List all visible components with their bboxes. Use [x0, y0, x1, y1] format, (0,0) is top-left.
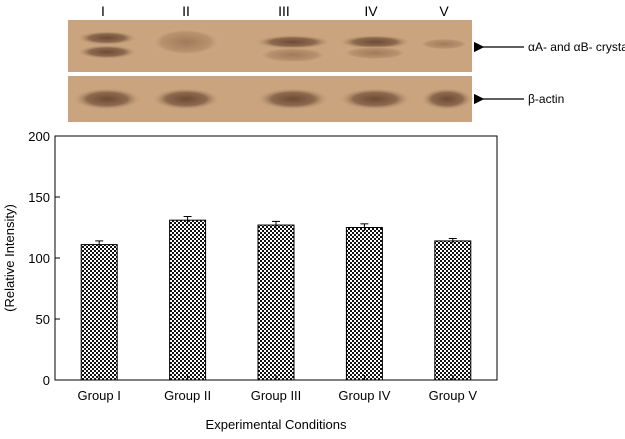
x-tick-label: Group I: [78, 388, 121, 403]
crystallin-band-lane-5: [418, 38, 470, 50]
x-tick-label: Group III: [251, 388, 302, 403]
crystallin-band-lane-2: [150, 28, 222, 56]
x-tick-label: Group IV: [338, 388, 390, 403]
x-axis-ticks: Group I Group II Group III Group IV Group V: [78, 375, 478, 403]
y-tick-label: 200: [28, 129, 50, 144]
y-tick-label: 50: [36, 312, 50, 327]
bar-2: [169, 219, 207, 381]
x-tick-label: Group II: [164, 388, 211, 403]
y-axis-title: (Relative Intensity): [2, 204, 17, 312]
y-axis-ticks: 0 50 100 150 200: [28, 129, 60, 388]
y-tick-label: 150: [28, 190, 50, 205]
lane-label-5: V: [439, 3, 449, 19]
crystallin-band-label: αA- and αB- crystallin: [528, 40, 625, 54]
crystallin-band-lane-4-upper: [339, 35, 411, 49]
lane-label-2: II: [182, 3, 190, 19]
crystallin-blot-panel: [68, 20, 472, 72]
lane-label-4: IV: [364, 3, 378, 19]
x-axis-title: Experimental Conditions: [206, 417, 347, 432]
actin-band-lane-5: [421, 88, 473, 110]
crystallin-band-lane-3-lower: [257, 47, 329, 63]
crystallin-band-lane-4-lower: [341, 46, 409, 60]
crystallin-band-lane-1-upper: [77, 31, 137, 45]
band-annotations: αA- and αB- crystallin β-actin: [473, 40, 625, 106]
bar-4: [345, 227, 383, 381]
actin-band-label: β-actin: [528, 92, 564, 106]
bar-3: [257, 224, 295, 381]
lane-label-3: III: [278, 3, 290, 19]
actin-band-lane-2: [152, 88, 220, 110]
actin-band-lane-4: [339, 88, 411, 110]
lane-label-1: I: [101, 3, 105, 19]
x-tick-label: Group V: [429, 388, 478, 403]
actin-band-lane-1: [73, 88, 141, 110]
crystallin-band-lane-3-upper: [255, 35, 331, 49]
y-tick-label: 100: [28, 251, 50, 266]
y-tick-label: 0: [43, 373, 50, 388]
bars: [80, 216, 472, 381]
lane-labels: I II III IV V: [101, 3, 449, 19]
actin-blot-panel: [68, 76, 473, 122]
bar-1: [80, 244, 118, 381]
actin-band-lane-3: [257, 88, 329, 110]
bar-5: [434, 240, 472, 381]
crystallin-band-lane-1-lower: [77, 45, 137, 59]
